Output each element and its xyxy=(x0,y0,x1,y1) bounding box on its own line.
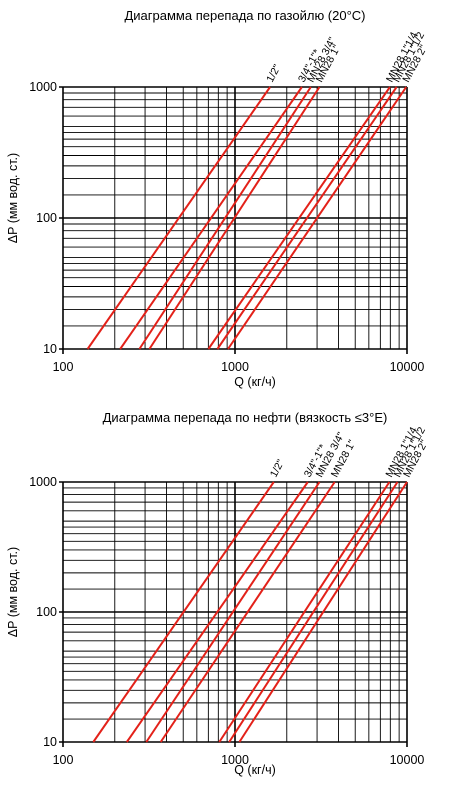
chart-oil: Диаграмма перепада по нефти (вязкость ≤3… xyxy=(6,410,431,777)
series-line-2 xyxy=(119,86,303,350)
y-axis-label: ΔP (мм вод. ст.) xyxy=(6,153,20,243)
series-line-5 xyxy=(207,86,391,350)
series-line-3 xyxy=(145,481,321,743)
x-tick-label: 1000 xyxy=(221,360,249,374)
series-line-7 xyxy=(227,86,408,350)
x-tick-label: 10000 xyxy=(390,753,425,767)
x-tick-label: 100 xyxy=(53,360,74,374)
y-tick-label: 100 xyxy=(36,211,57,225)
x-tick-label: 1000 xyxy=(221,753,249,767)
x-axis-label: Q (кг/ч) xyxy=(234,375,276,389)
x-axis-label: Q (кг/ч) xyxy=(234,763,276,777)
y-tick-label: 10 xyxy=(43,735,57,749)
series-label: 1/2" xyxy=(268,457,287,479)
series-line-4 xyxy=(148,86,321,350)
y-tick-label: 10 xyxy=(43,342,57,356)
series-line-6 xyxy=(216,86,398,350)
series-line-2 xyxy=(125,481,309,743)
y-tick-label: 1000 xyxy=(29,475,57,489)
major-grid xyxy=(59,86,408,354)
major-grid xyxy=(59,481,408,747)
series-group xyxy=(92,481,408,743)
x-tick-label: 100 xyxy=(53,753,74,767)
x-tick-label: 10000 xyxy=(390,360,425,374)
y-tick-label: 1000 xyxy=(29,80,57,94)
series-line-1 xyxy=(92,481,275,743)
series-line-1 xyxy=(86,86,271,350)
series-line-5 xyxy=(218,481,391,743)
series-label: 1/2" xyxy=(264,62,283,84)
y-axis-label: ΔP (мм вод. ст.) xyxy=(6,547,20,637)
series-line-4 xyxy=(159,481,336,743)
series-line-3 xyxy=(138,86,312,350)
chart-title: Диаграмма перепада по нефти (вязкость ≤3… xyxy=(103,410,388,425)
series-line-6 xyxy=(228,481,399,743)
chart-gasoil: Диаграмма перепада по газойлю (20°C) 1/2"… xyxy=(6,8,430,389)
chart-title: Диаграмма перепада по газойлю (20°C) xyxy=(124,8,365,23)
series-group xyxy=(86,86,408,350)
y-tick-label: 100 xyxy=(36,605,57,619)
series-line-7 xyxy=(238,481,408,743)
